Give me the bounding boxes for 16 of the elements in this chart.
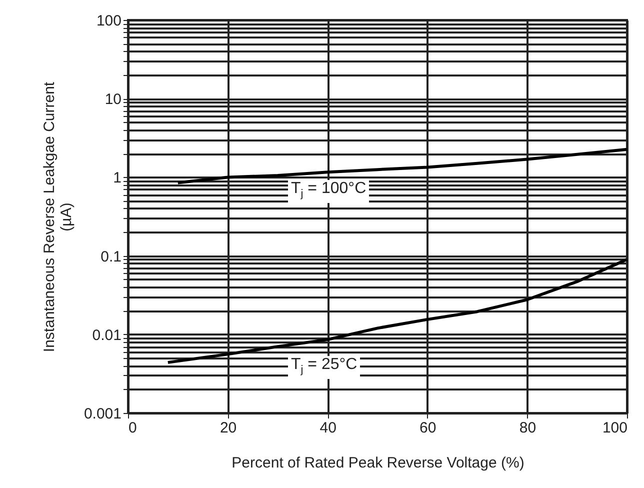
x-axis-title: Percent of Rated Peak Reverse Voltage (%)	[232, 454, 524, 472]
x-tick-label: 40	[320, 420, 336, 436]
series-label: T$_{j}$ = 25°C	[288, 356, 360, 380]
y-tick-label: 100	[96, 12, 122, 30]
x-tick-label: 0	[128, 420, 137, 436]
y-tick-label: 1	[113, 170, 122, 187]
y-tick-label: 0.01	[92, 326, 122, 344]
series-label: T$_{j}$ = 100°C	[288, 180, 370, 204]
x-tick-label: 20	[220, 420, 237, 436]
y-tick-label: 0.001	[84, 406, 122, 422]
y-tick-label: 10	[104, 91, 122, 108]
y-tick-label: 0.1	[100, 248, 122, 266]
x-tick-label: 100	[602, 420, 628, 436]
x-tick-label: 60	[420, 420, 436, 436]
x-tick-label: 80	[519, 420, 536, 436]
y-axis-title: Instantaneous Reverse Leakgae Current (µA)	[40, 81, 75, 352]
